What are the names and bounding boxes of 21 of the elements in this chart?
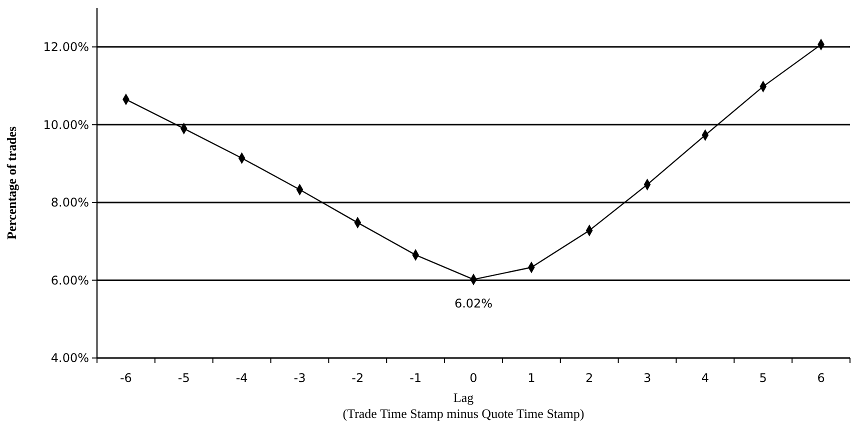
x-tick-label: -6	[120, 371, 132, 385]
y-axis-title: Percentage of trades	[4, 126, 19, 240]
x-tick-label: 6	[817, 371, 825, 385]
y-tick-label: 12.00%	[43, 40, 89, 54]
x-tick-label: 4	[701, 371, 710, 385]
x-axis-title: Lag (Trade Time Stamp minus Quote Time Stamp)	[342, 390, 584, 421]
x-tick-label: -1	[410, 371, 422, 385]
annotation: 6.02%	[454, 296, 493, 310]
x-tick-label: -5	[178, 371, 190, 385]
x-tick-label: 0	[470, 371, 478, 385]
x-tick-label: 1	[528, 371, 536, 385]
x-tick-label: -4	[236, 371, 248, 385]
y-tick-label: 10.00%	[43, 118, 89, 132]
x-tick-label: -2	[352, 371, 364, 385]
y-tick-label: 8.00%	[50, 196, 89, 210]
y-tick-label: 4.00%	[50, 351, 89, 366]
y-tick-label: 6.00%	[50, 273, 89, 288]
x-tick-label: 5	[759, 371, 767, 385]
x-tick-label: -3	[294, 371, 306, 385]
x-tick-label: 2	[586, 371, 594, 385]
x-tick-label: 3	[643, 371, 652, 385]
